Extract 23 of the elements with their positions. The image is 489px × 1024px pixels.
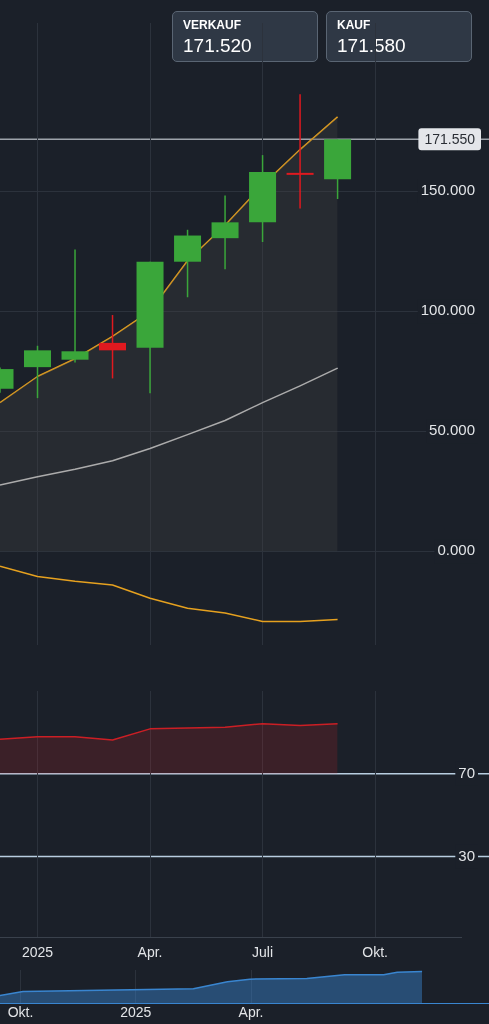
price-button: VERKAUF 171.520: [172, 11, 318, 62]
candlestick: [61, 248, 89, 364]
y-tick-label: 50.000: [429, 421, 475, 439]
x-tick-label: Okt.: [7, 1004, 34, 1021]
x-tick-label: 2025: [120, 1004, 152, 1021]
price-button: KAUF 171.580: [326, 11, 472, 62]
y-tick-label: 70: [458, 763, 475, 781]
y-tick-label: 30: [458, 846, 475, 864]
annotation: 171.520: [183, 35, 253, 57]
y-tick-label: 150.000: [420, 181, 475, 199]
x-tick-label: Juli: [252, 944, 274, 961]
annotation: 171.580: [337, 35, 407, 57]
y-tick-label: 0.000: [437, 541, 475, 559]
candlestick: [286, 93, 314, 210]
candlestick: [99, 314, 127, 380]
x-tick-label: Okt.: [362, 944, 388, 961]
ref-line-label: 171.550: [424, 131, 476, 148]
x-tick-label: 2025: [21, 944, 54, 961]
y-tick-label: 100.000: [420, 301, 475, 319]
x-tick-label: Apr.: [238, 1004, 264, 1021]
annotation: VERKAUF: [183, 18, 242, 32]
x-tick-label: Apr.: [137, 944, 163, 961]
annotation: KAUF: [337, 18, 372, 32]
